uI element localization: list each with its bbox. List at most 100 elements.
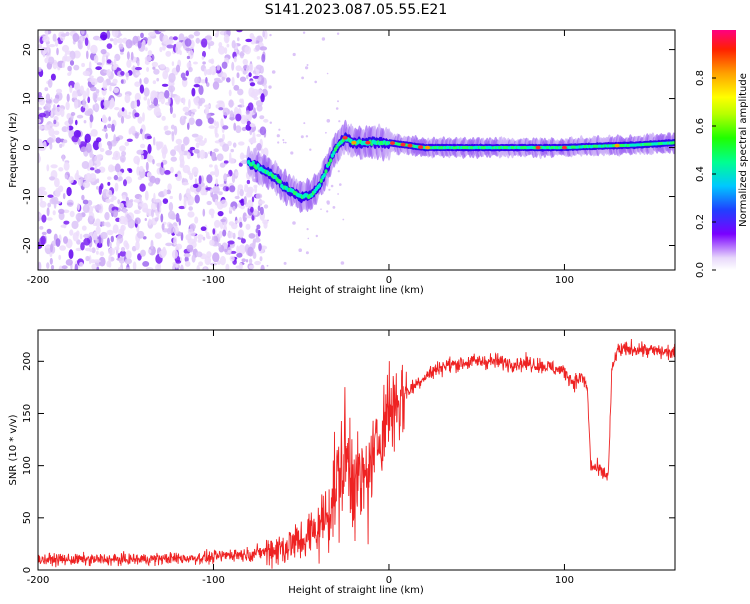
ridge-core <box>324 169 328 174</box>
noise-blob <box>192 183 199 188</box>
noise-blob <box>232 205 236 212</box>
noise-blob <box>235 113 242 122</box>
noise-blob <box>105 150 113 156</box>
noise-blob <box>252 240 256 249</box>
noise-blob <box>46 207 50 217</box>
noise-blob <box>188 34 195 39</box>
noise-blob <box>193 84 200 88</box>
noise-blob <box>100 231 108 240</box>
noise-blob <box>47 194 54 198</box>
noise-blob <box>145 161 149 172</box>
noise-blob <box>45 93 51 101</box>
noise-blob <box>142 202 148 212</box>
noise-dot <box>300 135 304 139</box>
noise-blob <box>255 193 263 200</box>
noise-blob <box>90 167 95 171</box>
noise-blob <box>103 100 110 108</box>
noise-blob <box>242 70 247 75</box>
noise-blob <box>65 101 70 111</box>
noise-blob <box>223 222 227 231</box>
noise-dot <box>306 64 309 66</box>
noise-blob <box>66 199 74 207</box>
noise-blob <box>240 238 246 244</box>
noise-blob <box>82 70 91 77</box>
noise-blob <box>112 224 119 234</box>
noise-blob <box>238 230 244 238</box>
noise-blob <box>183 136 190 146</box>
noise-blob <box>259 115 265 120</box>
noise-blob <box>79 261 84 268</box>
noise-blob <box>216 121 220 129</box>
noise-blob <box>71 135 79 143</box>
noise-blob <box>96 186 99 190</box>
noise-blob <box>79 85 84 94</box>
noise-blob <box>248 233 256 239</box>
noise-blob <box>100 31 108 41</box>
colorbar: 0.0 0.2 0.4 0.6 0.8 Normalized spectral ampl… <box>695 30 749 278</box>
noise-blob <box>217 243 222 248</box>
noise-blob <box>186 244 194 253</box>
noise-blob <box>188 99 191 109</box>
noise-blob <box>194 194 200 204</box>
noise-blob <box>105 221 111 226</box>
noise-dot <box>305 251 309 255</box>
noise-blob <box>65 259 73 266</box>
noise-blob <box>38 153 41 163</box>
noise-blob <box>210 65 217 76</box>
noise-blob <box>93 155 101 165</box>
noise-blob <box>96 76 104 83</box>
noise-blob <box>119 154 126 163</box>
noise-blob <box>125 250 132 260</box>
noise-blob <box>148 182 153 187</box>
noise-blob <box>158 30 166 33</box>
noise-blob <box>188 206 193 211</box>
snr-y-tick-label: 50 <box>22 511 33 524</box>
noise-blob <box>202 50 206 58</box>
noise-blob <box>159 46 163 53</box>
noise-blob <box>218 107 224 111</box>
noise-blob <box>150 239 154 250</box>
noise-blob <box>62 154 65 162</box>
noise-dot <box>305 135 309 138</box>
noise-blob <box>259 256 263 262</box>
noise-dot <box>290 151 294 155</box>
noise-blob <box>237 88 244 96</box>
noise-blob <box>107 181 111 186</box>
noise-blob <box>73 83 79 90</box>
noise-dot <box>298 248 303 252</box>
noise-blob <box>197 105 200 109</box>
noise-blob <box>85 255 90 262</box>
noise-blob <box>246 179 251 185</box>
noise-blob <box>110 197 114 203</box>
noise-blob <box>147 50 153 57</box>
noise-blob <box>82 180 91 189</box>
noise-blob <box>172 113 177 118</box>
noise-blob <box>193 97 200 104</box>
noise-blob <box>125 267 131 270</box>
noise-blob <box>55 137 61 144</box>
noise-blob <box>69 60 75 66</box>
noise-blob <box>215 178 218 186</box>
noise-dot <box>277 141 280 144</box>
noise-blob <box>170 124 175 130</box>
noise-blob <box>75 247 83 252</box>
noise-blob <box>174 95 181 103</box>
noise-blob <box>61 62 66 69</box>
noise-blob <box>120 116 125 124</box>
noise-blob <box>222 107 230 116</box>
ridge-hotspot <box>561 145 568 150</box>
noise-blob <box>231 76 235 87</box>
noise-blob <box>229 185 236 193</box>
noise-blob <box>80 146 87 152</box>
noise-blob <box>228 206 233 211</box>
noise-blob <box>58 167 64 172</box>
noise-blob <box>84 133 91 143</box>
noise-dot <box>315 234 318 238</box>
noise-blob <box>212 185 220 194</box>
noise-blob <box>158 250 166 259</box>
noise-blob <box>139 183 146 192</box>
noise-blob <box>55 187 61 198</box>
noise-blob <box>63 161 70 171</box>
noise-blob <box>101 116 108 124</box>
